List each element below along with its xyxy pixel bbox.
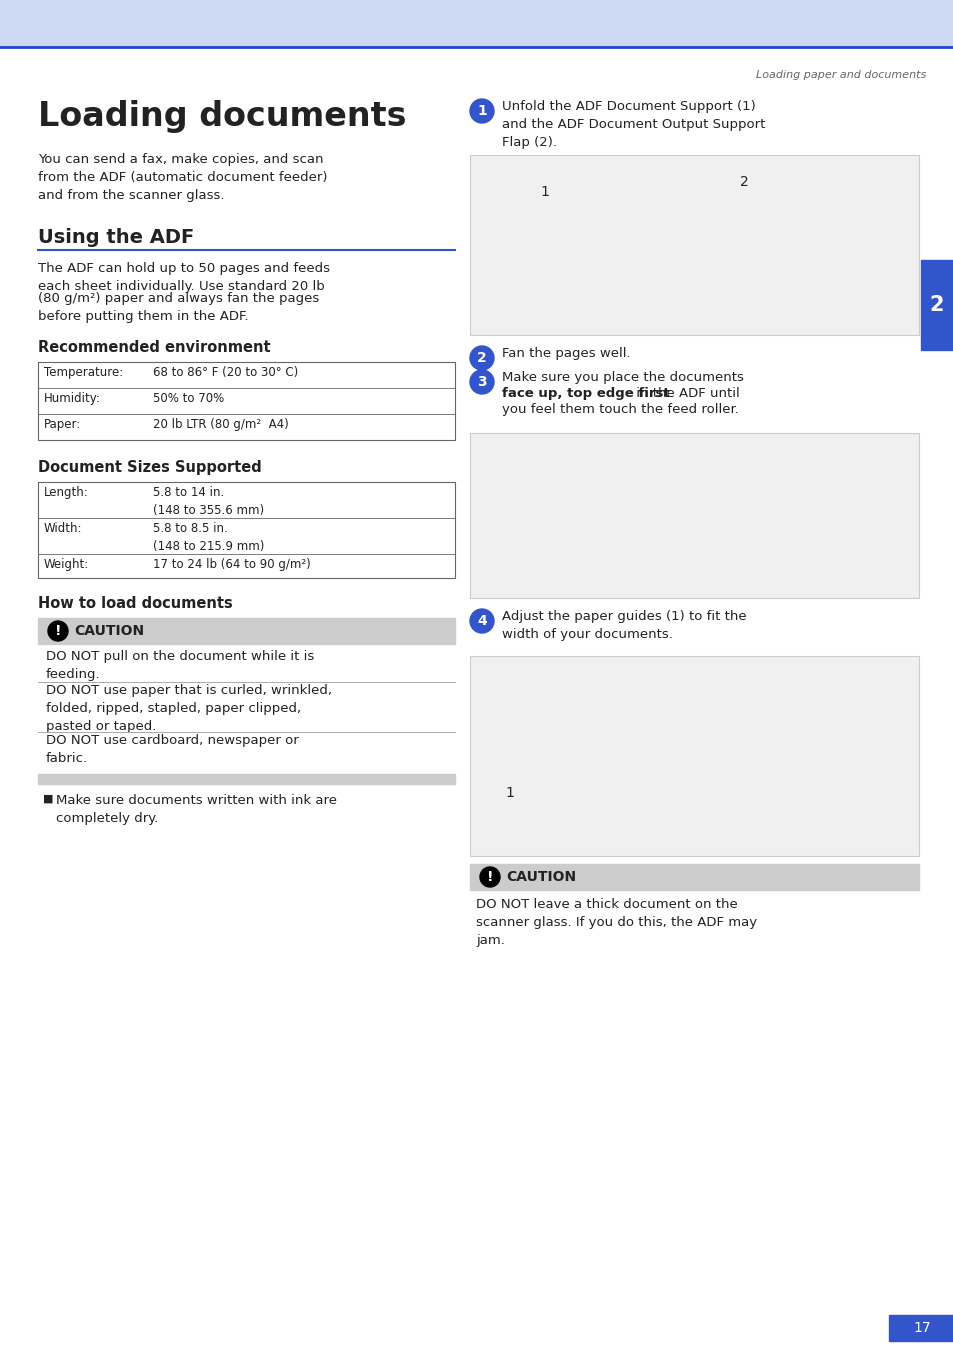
Text: 2: 2 [476,351,486,365]
Text: 5.8 to 8.5 in.
(148 to 215.9 mm): 5.8 to 8.5 in. (148 to 215.9 mm) [152,521,264,553]
Text: Using the ADF: Using the ADF [38,228,194,247]
Text: 2: 2 [929,295,943,315]
Text: DO NOT use cardboard, newspaper or
fabric.: DO NOT use cardboard, newspaper or fabri… [46,734,298,765]
Text: you feel them touch the feed roller.: you feel them touch the feed roller. [501,403,739,416]
Text: Temperature:: Temperature: [44,366,123,380]
Text: 1: 1 [539,185,548,199]
Bar [470,434,918,598]
Text: The ADF can hold up to 50 pages and feeds
each sheet individually. Use standard : The ADF can hold up to 50 pages and feed… [38,262,330,293]
Bar [0,0,953,47]
Text: Weight:: Weight: [44,558,90,571]
Text: DO NOT use paper that is curled, wrinkled,
folded, ripped, stapled, paper clippe: DO NOT use paper that is curled, wrinkle… [46,684,332,734]
Text: 20 lb LTR (80 g/m²  A4): 20 lb LTR (80 g/m² A4) [152,417,289,431]
Bar [38,482,455,578]
Text: How to load documents: How to load documents [38,596,233,611]
Text: ■: ■ [43,794,53,804]
Text: Loading paper and documents: Loading paper and documents [755,70,925,80]
Bar [38,362,455,440]
Text: Adjust the paper guides (1) to fit the
width of your documents.: Adjust the paper guides (1) to fit the w… [501,611,746,640]
Bar [38,617,455,644]
Text: Paper:: Paper: [44,417,81,431]
Text: 2: 2 [740,176,748,189]
Bar [38,774,455,784]
Text: Make sure documents written with ink are
completely dry.: Make sure documents written with ink are… [56,794,336,825]
Text: face up, top edge first: face up, top edge first [501,386,669,400]
Text: !: ! [54,624,61,638]
Text: 1: 1 [504,786,514,800]
Text: DO NOT pull on the document while it is
feeding.: DO NOT pull on the document while it is … [46,650,314,681]
Bar [470,155,918,335]
Text: You can send a fax, make copies, and scan
from the ADF (automatic document feede: You can send a fax, make copies, and sca… [38,153,327,203]
Text: Length:: Length: [44,486,89,499]
Text: 17: 17 [912,1321,930,1335]
Text: (80 g/m²) paper and always fan the pages
before putting them in the ADF.: (80 g/m²) paper and always fan the pages… [38,292,319,323]
Circle shape [479,867,499,888]
Text: 68 to 86° F (20 to 30° C): 68 to 86° F (20 to 30° C) [152,366,298,380]
Text: in the ADF until: in the ADF until [631,386,739,400]
Text: !: ! [486,870,493,884]
Circle shape [470,346,494,370]
Text: DO NOT leave a thick document on the
scanner glass. If you do this, the ADF may
: DO NOT leave a thick document on the sca… [476,898,757,947]
Text: Humidity:: Humidity: [44,392,101,405]
Circle shape [470,99,494,123]
Text: 1: 1 [476,104,486,118]
Text: Make sure you place the documents: Make sure you place the documents [501,372,743,384]
Bar [470,657,918,857]
Text: Recommended environment: Recommended environment [38,340,271,355]
Text: Unfold the ADF Document Support (1)
and the ADF Document Output Support
Flap (2): Unfold the ADF Document Support (1) and … [501,100,764,149]
Text: 50% to 70%: 50% to 70% [152,392,224,405]
Text: 17 to 24 lb (64 to 90 g/m²): 17 to 24 lb (64 to 90 g/m²) [152,558,311,571]
Text: 3: 3 [476,376,486,389]
Circle shape [470,370,494,394]
Text: 4: 4 [476,613,486,628]
Bar [470,865,918,890]
Circle shape [470,609,494,634]
Bar [888,1315,953,1342]
Text: Loading documents: Loading documents [38,100,406,132]
Text: CAUTION: CAUTION [505,870,576,884]
Bar [920,259,953,350]
Circle shape [48,621,68,640]
Text: Fan the pages well.: Fan the pages well. [501,347,630,359]
Text: Document Sizes Supported: Document Sizes Supported [38,459,261,476]
Text: 5.8 to 14 in.
(148 to 355.6 mm): 5.8 to 14 in. (148 to 355.6 mm) [152,486,264,517]
Text: Width:: Width: [44,521,82,535]
Text: CAUTION: CAUTION [74,624,144,638]
